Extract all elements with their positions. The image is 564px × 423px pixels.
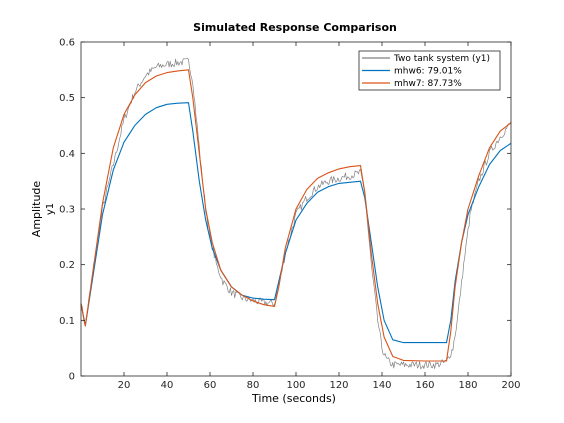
x-tick-label: 100 xyxy=(286,380,305,391)
y-tick-label: 0.3 xyxy=(59,205,75,216)
ticks-layer: 20 40 60 80 100 120 140 160 180 200 0 0.1 0.2 0.3 0.4 0… xyxy=(59,38,520,392)
series-layer xyxy=(80,58,512,370)
x-tick-label: 180 xyxy=(458,380,477,391)
y-tick-label: 0.1 xyxy=(59,316,75,327)
series-line-1 xyxy=(80,58,512,370)
x-tick-label: 160 xyxy=(415,380,434,391)
legend-label-2: mhw6: 79.01% xyxy=(394,67,462,77)
x-tick-label: 20 xyxy=(118,380,131,391)
y-axis-label: Amplitude xyxy=(30,181,43,238)
y-tick-label: 0 xyxy=(69,372,75,383)
x-tick-label: 200 xyxy=(501,380,520,391)
x-axis-label: Time (seconds) xyxy=(251,392,336,405)
legend-label-1: Two tank system (y1) xyxy=(393,54,490,64)
legend-label-3: mhw7: 87.73% xyxy=(394,79,462,89)
y-tick-label: 0.5 xyxy=(59,93,75,104)
chart-title: Simulated Response Comparison xyxy=(193,21,397,34)
series-line-3 xyxy=(80,69,512,362)
legend: Two tank system (y1) mhw6: 79.01% mhw7: 87… xyxy=(358,50,501,91)
x-tick-label: 140 xyxy=(372,380,391,391)
x-tick-label: 60 xyxy=(204,380,217,391)
x-tick-label: 40 xyxy=(161,380,174,391)
y-tick-label: 0.2 xyxy=(59,260,75,271)
y-tick-label: 0.6 xyxy=(59,38,75,49)
y-tick-label: 0.4 xyxy=(59,149,75,160)
x-tick-label: 80 xyxy=(247,380,260,391)
y-axis-sublabel: y1 xyxy=(45,203,56,215)
plot-frame xyxy=(80,41,512,377)
series-line-2 xyxy=(80,102,512,344)
x-tick-label: 120 xyxy=(329,380,348,391)
